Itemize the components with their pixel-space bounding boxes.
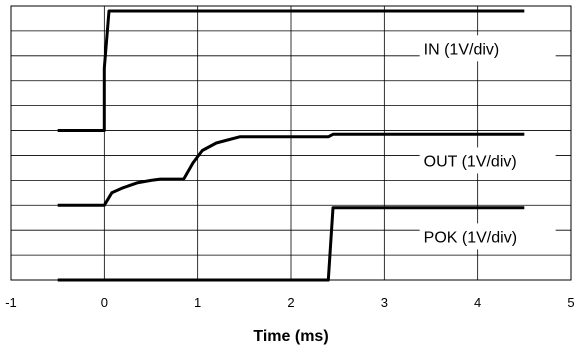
series-line-2 (57, 206, 525, 282)
x-tick-label: 2 (287, 295, 294, 310)
series-lines (57, 9, 525, 282)
series-label-background (419, 223, 556, 250)
series-label-background (419, 147, 556, 174)
x-axis-label: Time (ms) (253, 328, 328, 345)
x-axis-ticks: -1 0 1 2 3 4 5 (5, 295, 574, 310)
x-tick-label: -1 (5, 295, 17, 310)
x-tick-label: 3 (381, 295, 388, 310)
series-label-background (419, 35, 556, 62)
x-tick-label: 0 (101, 295, 108, 310)
x-tick-label: 1 (194, 295, 201, 310)
series-line-1 (57, 132, 525, 207)
series-label-2: POK (1V/div) (424, 229, 517, 246)
series-line-0 (57, 9, 525, 132)
x-tick-label: 5 (567, 295, 574, 310)
x-tick-label: 4 (474, 295, 481, 310)
series-label-0: IN (1V/div) (424, 41, 500, 58)
series-label-1: OUT (1V/div) (424, 153, 517, 170)
series-labels: IN (1V/div) OUT (1V/div) POK (1V/div) (419, 35, 556, 250)
